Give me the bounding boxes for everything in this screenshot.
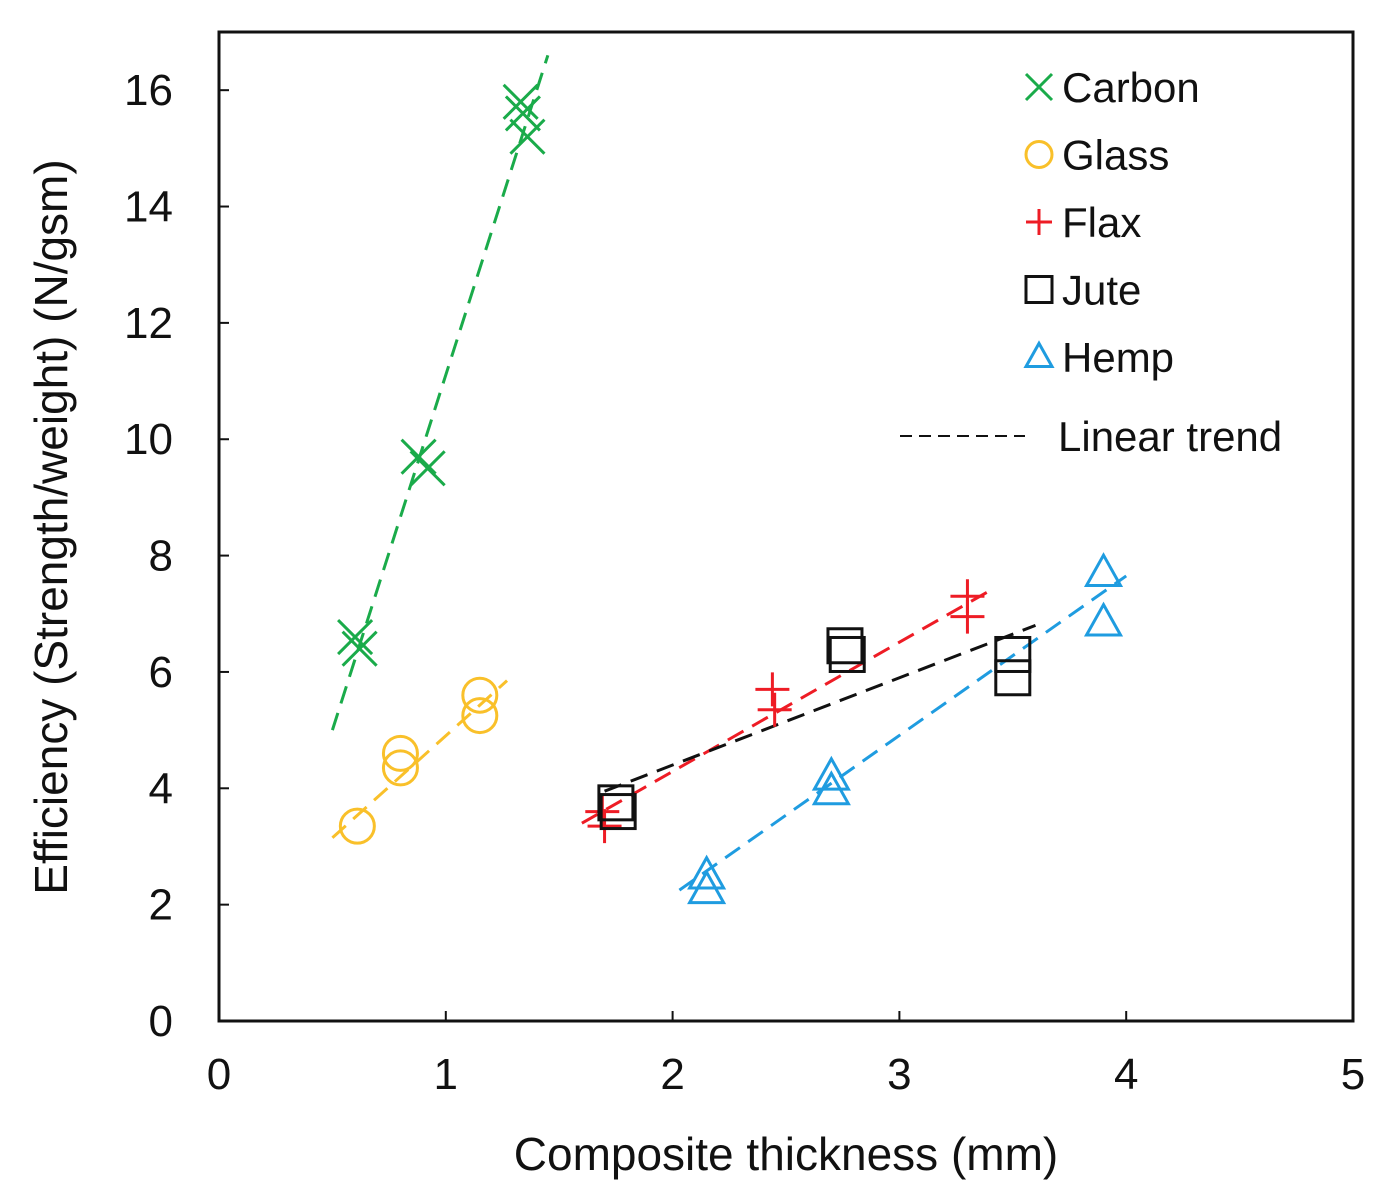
glass-point xyxy=(461,697,499,735)
hemp-point xyxy=(1083,601,1124,637)
jute-point xyxy=(599,793,637,831)
y-tick-label: 10 xyxy=(124,415,173,464)
hemp-point xyxy=(811,755,851,791)
plot-frame xyxy=(217,30,1355,1023)
hemp-point xyxy=(687,869,727,905)
y-tick-label: 2 xyxy=(149,881,173,930)
y-axis-title: Efficiency (Strength/weight) (N/gsm) xyxy=(25,159,77,894)
flax-point xyxy=(587,809,622,844)
legend-carbon-label: Carbon xyxy=(1062,64,1200,111)
x-tick-label: 4 xyxy=(1114,1050,1138,1099)
carbon-point xyxy=(341,630,378,667)
legend-flax-label: Flax xyxy=(1062,199,1141,246)
y-tick-label: 4 xyxy=(149,764,173,813)
legend-hemp-label: Hemp xyxy=(1062,334,1174,381)
y-tick-label: 8 xyxy=(149,532,173,581)
trend-lines xyxy=(330,54,1128,892)
x-tick-label: 0 xyxy=(207,1050,231,1099)
legend-hemp-marker xyxy=(1023,340,1055,369)
x-tick-label: 3 xyxy=(887,1050,911,1099)
carbon-point xyxy=(337,618,374,656)
y-tick-label: 0 xyxy=(149,997,173,1046)
carbon-point xyxy=(502,83,539,120)
hemp-trend-line xyxy=(678,574,1128,892)
hemp-point xyxy=(687,854,727,890)
y-tick-label: 14 xyxy=(124,183,173,232)
glass-point xyxy=(338,807,376,845)
glass-point xyxy=(381,734,419,772)
carbon-point xyxy=(504,95,541,132)
carbon-trend-line xyxy=(330,54,550,731)
glass-trend-line xyxy=(331,679,509,839)
x-axis-title: Composite thickness (mm) xyxy=(514,1128,1058,1180)
legend-jute-marker xyxy=(1024,275,1054,304)
legend: Carbon Glass Flax Jute Hemp Linear trend xyxy=(900,64,1282,460)
legend-flax-marker xyxy=(1026,209,1052,235)
legend-glass-label: Glass xyxy=(1062,132,1169,179)
flax-trend-line xyxy=(581,589,991,825)
glass-point xyxy=(381,749,419,787)
legend-glass-marker xyxy=(1024,140,1054,169)
jute-point xyxy=(994,659,1032,697)
jute-point xyxy=(994,635,1032,673)
glass-point xyxy=(461,676,499,714)
jute-trend-line xyxy=(604,624,1037,793)
hemp-point xyxy=(1083,552,1124,588)
data-markers xyxy=(337,83,1124,905)
x-tick-label: 2 xyxy=(660,1050,684,1099)
flax-point xyxy=(757,692,792,727)
carbon-point xyxy=(409,450,446,487)
x-tick-label: 1 xyxy=(434,1050,458,1099)
y-tick-label: 16 xyxy=(124,66,173,115)
y-tick-label: 6 xyxy=(149,648,173,697)
jute-point xyxy=(597,784,635,822)
legend-carbon-marker xyxy=(1024,72,1054,102)
jute-point xyxy=(828,635,866,673)
y-axis-ticks: 0 2 4 6 8 10 12 14 16 xyxy=(124,66,229,1046)
jute-point xyxy=(826,627,864,665)
legend-trend-label: Linear trend xyxy=(1058,413,1282,460)
y-tick-label: 12 xyxy=(124,299,173,348)
hemp-point xyxy=(811,770,851,806)
carbon-point xyxy=(509,118,546,155)
legend-jute-label: Jute xyxy=(1062,267,1141,314)
flax-point xyxy=(755,672,790,707)
carbon-point xyxy=(400,438,437,475)
flax-point xyxy=(950,599,985,634)
x-tick-label: 5 xyxy=(1341,1050,1365,1099)
x-axis-ticks: 0 1 2 3 4 5 xyxy=(207,1011,1365,1099)
